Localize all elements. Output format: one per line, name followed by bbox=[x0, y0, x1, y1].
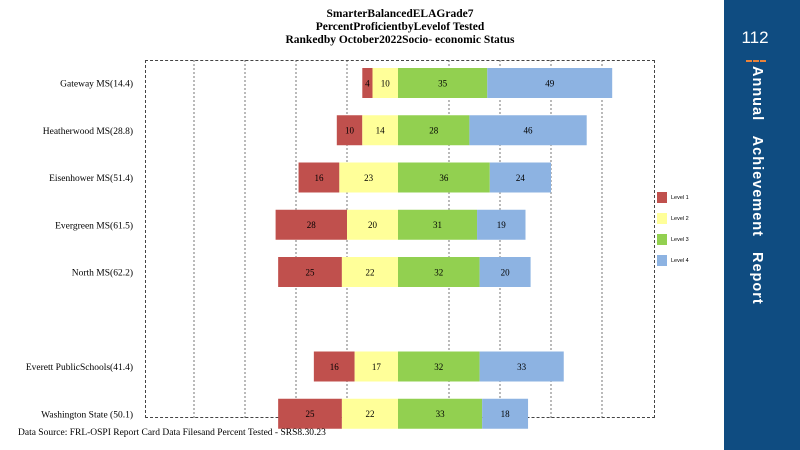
side-panel: 112 Annual Achievement Report bbox=[724, 0, 800, 450]
data-label: 32 bbox=[434, 267, 443, 277]
bar-segment bbox=[341, 398, 398, 429]
bar-segment bbox=[313, 351, 355, 382]
data-label: 25 bbox=[306, 409, 316, 419]
page-number: 112 bbox=[741, 28, 769, 47]
legend-item: Level 4 bbox=[657, 250, 689, 271]
legend-label: Level 3 bbox=[671, 236, 689, 243]
data-label: 46 bbox=[524, 126, 534, 136]
bar-segment bbox=[298, 162, 340, 193]
bar-segment bbox=[398, 115, 470, 146]
bar-segment bbox=[489, 162, 551, 193]
bar-segment bbox=[477, 209, 526, 240]
data-label: 17 bbox=[372, 362, 382, 372]
data-label: 20 bbox=[501, 267, 511, 277]
legend: Level 1 Level 2 Level 3 Level 4 bbox=[657, 187, 689, 271]
side-panel-title: Annual Achievement Report bbox=[749, 66, 765, 305]
bar-segment bbox=[479, 257, 531, 287]
data-label: 33 bbox=[436, 409, 446, 419]
bar-segment bbox=[487, 68, 613, 98]
bar-segment bbox=[278, 398, 342, 429]
legend-item: Level 1 bbox=[657, 187, 689, 208]
data-label: 16 bbox=[330, 362, 340, 372]
chart-title-line: PercentProficientbyLevelof Tested bbox=[315, 21, 485, 33]
data-label: 32 bbox=[434, 362, 443, 372]
data-label: 19 bbox=[497, 220, 507, 230]
chart-svg: Gateway MS(14.4) 4 10 35 49 Heatherwood MS(28… bbox=[26, 60, 613, 429]
bar-segment bbox=[362, 115, 398, 146]
data-label: 4 bbox=[365, 78, 370, 88]
bar-segment bbox=[362, 68, 373, 98]
bar-segment bbox=[479, 351, 564, 382]
chart-title-line: SmarterBalancedELAGrade7 bbox=[326, 8, 474, 20]
data-label: 25 bbox=[306, 267, 316, 277]
bar-segment bbox=[341, 257, 398, 287]
data-label: 35 bbox=[438, 78, 448, 88]
accent-line bbox=[746, 60, 766, 62]
bar-segment bbox=[278, 257, 342, 287]
data-label: 24 bbox=[516, 173, 526, 183]
chart-title: SmarterBalancedELAGrade7 PercentProficie… bbox=[145, 8, 655, 47]
legend-label: Level 4 bbox=[671, 257, 689, 264]
category-label: North MS(62.2) bbox=[72, 268, 133, 279]
data-label: 33 bbox=[517, 362, 527, 372]
bar-segment bbox=[398, 351, 480, 382]
data-label: 18 bbox=[501, 409, 511, 419]
legend-swatch-level-2 bbox=[657, 213, 667, 224]
data-label: 20 bbox=[368, 220, 378, 230]
data-label: 28 bbox=[307, 220, 317, 230]
bar-segment bbox=[347, 209, 398, 240]
data-label: 22 bbox=[365, 267, 374, 277]
category-label: Heatherwood MS(28.8) bbox=[43, 126, 133, 137]
legend-swatch-level-4 bbox=[657, 255, 667, 266]
data-label: 10 bbox=[345, 126, 355, 136]
bar-segment bbox=[339, 162, 398, 193]
legend-swatch-level-3 bbox=[657, 234, 667, 245]
bar-segment bbox=[469, 115, 587, 146]
category-label: Gateway MS(14.4) bbox=[60, 79, 133, 90]
data-label: 49 bbox=[545, 78, 555, 88]
legend-label: Level 1 bbox=[671, 194, 689, 201]
bar-segment bbox=[482, 398, 529, 429]
bar-segment bbox=[398, 398, 483, 429]
data-label: 22 bbox=[365, 409, 374, 419]
legend-item: Level 3 bbox=[657, 229, 689, 250]
bar-segment bbox=[275, 209, 347, 240]
category-label: Everett PublicSchools(41.4) bbox=[26, 362, 133, 373]
category-label: Washington State (50.1) bbox=[41, 409, 133, 420]
data-source-note: Data Source: FRL-OSPI Report Card Data F… bbox=[18, 428, 326, 438]
chart-title-line: Rankedby October2022Socio- economic Stat… bbox=[285, 34, 515, 46]
bar-segment bbox=[398, 68, 488, 98]
bar-segment bbox=[398, 209, 478, 240]
data-label: 10 bbox=[381, 78, 391, 88]
bar-segment bbox=[354, 351, 398, 382]
data-label: 36 bbox=[439, 173, 449, 183]
category-label: Eisenhower MS(51.4) bbox=[49, 173, 133, 184]
data-label: 14 bbox=[376, 126, 386, 136]
legend-item: Level 2 bbox=[657, 208, 689, 229]
data-label: 28 bbox=[429, 126, 439, 136]
data-label: 16 bbox=[314, 173, 324, 183]
bar-segment bbox=[398, 257, 480, 287]
legend-label: Level 2 bbox=[671, 215, 689, 222]
bar-segment bbox=[398, 162, 490, 193]
category-label: Evergreen MS(61.5) bbox=[55, 220, 133, 231]
data-label: 31 bbox=[433, 220, 442, 230]
data-label: 23 bbox=[364, 173, 374, 183]
bar-segment bbox=[336, 115, 363, 146]
bar-segment bbox=[372, 68, 398, 98]
legend-swatch-level-1 bbox=[657, 192, 667, 203]
